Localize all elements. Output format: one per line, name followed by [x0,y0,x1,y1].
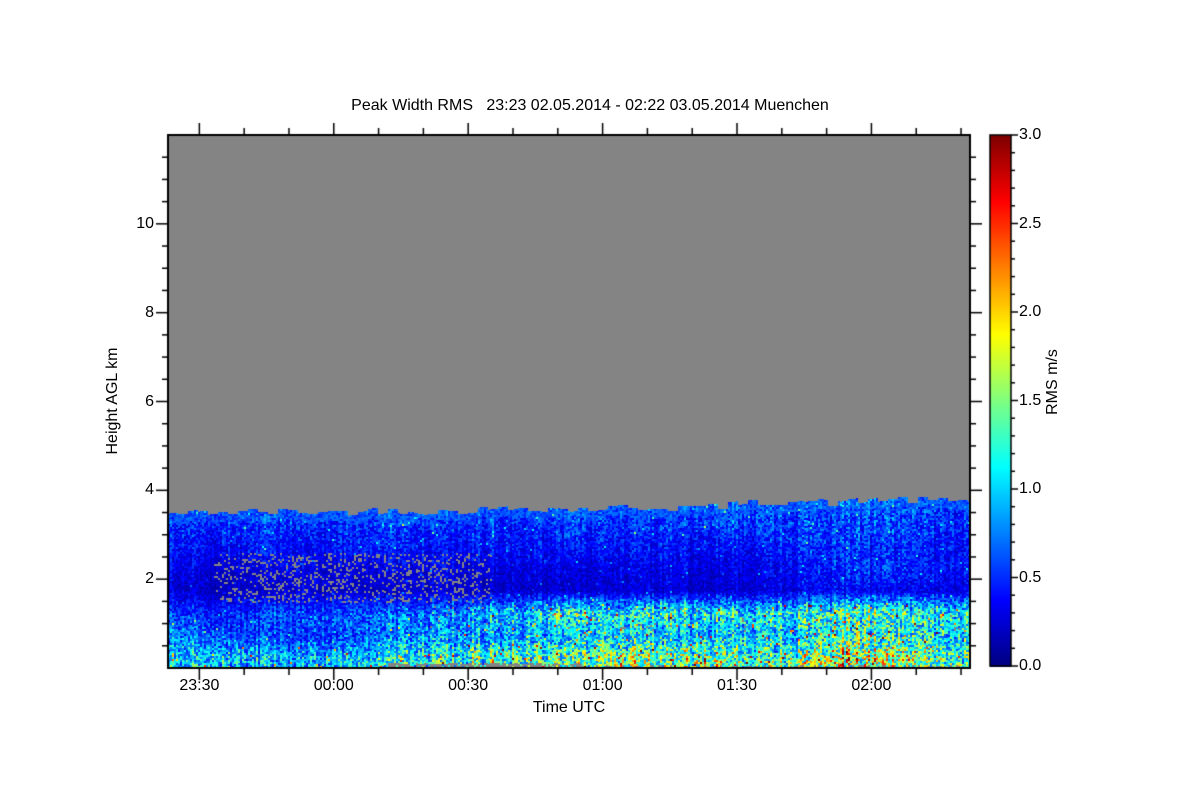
y-tick-label: 8 [145,303,154,321]
y-tick-label: 10 [136,214,154,232]
y-tick-label: 6 [145,392,154,410]
x-tick-label: 00:00 [313,677,354,694]
colorbar-tick-label: 1.0 [1019,480,1042,497]
x-tick-label: 01:00 [582,677,623,694]
y-tick-label: 4 [145,481,154,499]
y-tick-label: 2 [145,570,154,588]
colorbar-tick-label: 3.0 [1019,126,1042,143]
x-tick-label: 23:30 [179,677,220,694]
x-tick-label: 00:30 [448,677,489,694]
x-tick-label: 02:00 [851,677,892,694]
colorbar-tick-label: 0.5 [1019,568,1042,586]
colorbar-tick-label: 2.5 [1019,214,1042,232]
colorbar-tick-label: 0.0 [1019,657,1042,674]
colorbar-tick-label: 2.0 [1019,303,1042,320]
x-tick-label: 01:30 [716,677,758,694]
chart-title: Peak Width RMS 23:23 02.05.2014 - 02:22 … [351,97,829,114]
colorbar-tick-label: 1.5 [1019,391,1042,409]
x-axis-label: Time UTC [532,699,606,716]
